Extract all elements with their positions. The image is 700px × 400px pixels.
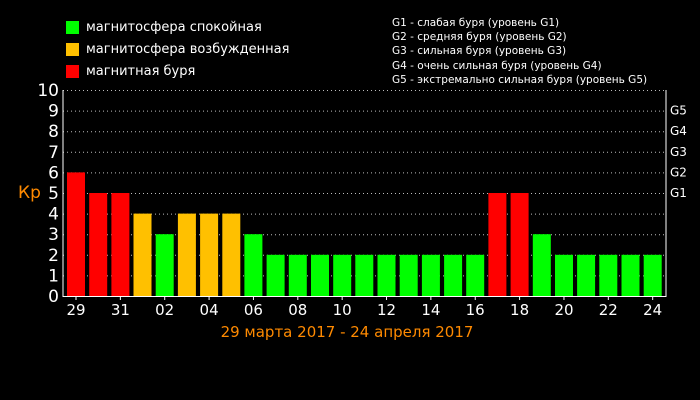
bar-01 <box>133 213 152 296</box>
g-legend-line: G2 - средняя буря (уровень G2) <box>392 31 567 44</box>
g-scale-legend: G1 - слабая буря (уровень G1) G2 - средн… <box>392 16 647 87</box>
bar-15 <box>444 254 463 296</box>
bar-19 <box>532 234 551 296</box>
x-tick-label: 02 <box>155 301 174 319</box>
y-tick-label: 5 <box>48 184 59 204</box>
bar-12 <box>377 254 396 296</box>
legend-label: магнитосфера возбужденная <box>86 41 290 57</box>
x-tick-label: 31 <box>111 301 130 319</box>
y-tick-label: 2 <box>48 246 59 266</box>
y-tick-label: 9 <box>48 102 59 122</box>
date-range-text: 29 марта 2017 - 24 апреля 2017 <box>220 323 474 341</box>
y-tick-label: 7 <box>48 143 59 163</box>
bar-22 <box>599 254 618 296</box>
bar-09 <box>311 254 329 296</box>
x-tick-label: 06 <box>244 301 263 319</box>
x-tick-label: 22 <box>599 301 618 319</box>
x-tick-label: 18 <box>510 301 529 319</box>
x-tick-label: 08 <box>288 301 307 319</box>
x-tick-label: 24 <box>643 301 662 319</box>
x-tick-label: 12 <box>377 301 396 319</box>
legend-label: магнитосфера спокойная <box>86 19 262 35</box>
y-tick-label: 10 <box>37 81 59 101</box>
legend-item-storm: магнитная буря <box>66 60 289 82</box>
bar-07 <box>266 254 285 296</box>
g-legend-line: G3 - сильная буря (уровень G3) <box>392 45 567 58</box>
g-level-labels: G1 G2 G3 G4 G5 <box>670 104 687 200</box>
x-tick-label: 20 <box>554 301 573 319</box>
bar-05 <box>222 213 241 296</box>
g-level-label: G5 <box>670 104 687 118</box>
x-tick-label: 04 <box>200 301 219 319</box>
y-tick-label: 3 <box>48 225 59 245</box>
g-legend-line: G1 - слабая буря (уровень G1) <box>392 17 560 29</box>
bar-11 <box>355 254 374 296</box>
y-tick-label: 1 <box>48 266 59 286</box>
legend-swatch-storm <box>66 64 79 78</box>
g-legend-line: G5 - экстремально сильная буря (уровень … <box>392 73 648 86</box>
y-tick-label: 0 <box>48 287 59 307</box>
y-tick-label: 8 <box>48 122 59 142</box>
x-tick-label: 29 <box>66 301 85 319</box>
legend: магнитосфера спокойная магнитосфера возб… <box>66 16 289 82</box>
legend-item-quiet: магнитосфера спокойная <box>66 16 289 38</box>
bar-21 <box>577 254 596 296</box>
bar-30 <box>89 193 108 296</box>
legend-swatch-active <box>66 42 79 56</box>
bar-04 <box>200 213 219 296</box>
g-level-label: G4 <box>670 124 687 138</box>
legend-label: магнитная буря <box>86 63 196 79</box>
bar-08 <box>288 254 307 296</box>
y-axis-label: Кр <box>18 183 41 203</box>
bar-20 <box>555 254 573 296</box>
legend-item-active: магнитосфера возбужденная <box>66 38 289 60</box>
bar-03 <box>177 213 196 296</box>
legend-swatch-quiet <box>66 20 79 34</box>
x-tick-label: 16 <box>466 301 485 319</box>
bar-14 <box>421 254 440 296</box>
axes <box>62 90 667 300</box>
bar-18 <box>510 193 529 296</box>
bar-13 <box>399 254 418 296</box>
x-tick-label: 10 <box>333 301 352 319</box>
bar-02 <box>155 234 174 296</box>
x-tick-labels: 29 31 02 04 06 08 10 12 14 16 18 20 22 24 <box>66 301 662 319</box>
bar-16 <box>466 254 485 296</box>
g-level-label: G2 <box>670 165 687 179</box>
bar-24 <box>643 254 662 296</box>
bar-10 <box>333 254 352 296</box>
x-tick-label: 14 <box>421 301 440 319</box>
bar-23 <box>621 254 640 296</box>
g-level-label: G3 <box>670 145 687 159</box>
bars <box>67 172 662 296</box>
date-range-label: 29 марта 2017 - 24 апреля 2017 <box>0 323 700 341</box>
bar-06 <box>244 234 263 296</box>
bar-17 <box>488 193 507 296</box>
bar-31 <box>111 193 130 296</box>
g-legend-line: G4 - очень сильная буря (уровень G4) <box>392 59 602 72</box>
y-tick-label: 6 <box>48 163 59 183</box>
g-level-label: G1 <box>670 186 687 200</box>
y-tick-label: 4 <box>48 205 59 225</box>
bar-29 <box>67 172 85 296</box>
